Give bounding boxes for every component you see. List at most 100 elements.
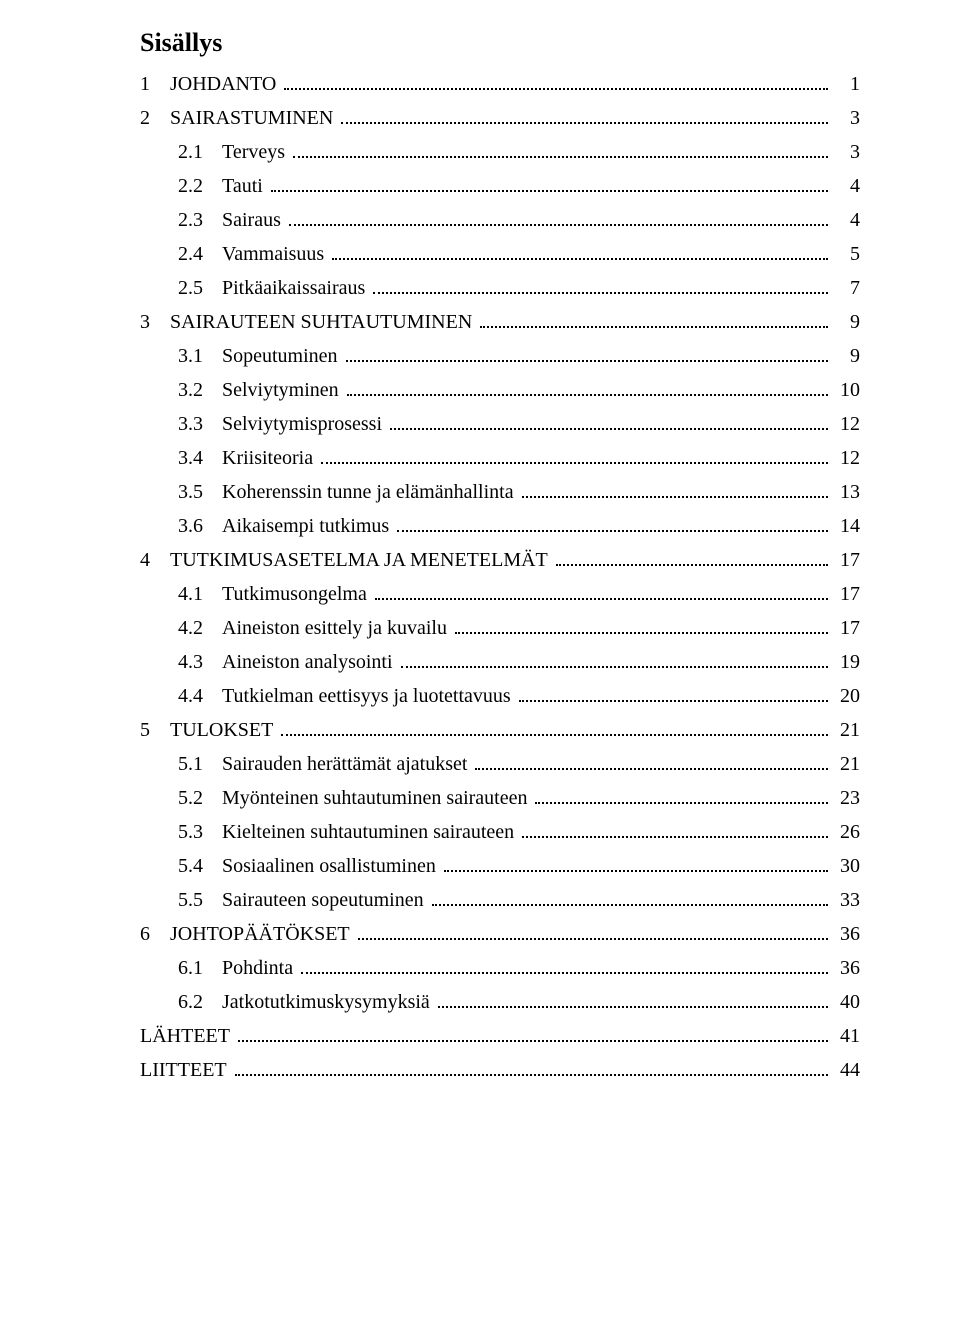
toc-entry-label: 2.3Sairaus xyxy=(178,210,285,230)
toc-entry-text: Sairauden herättämät ajatukset xyxy=(222,753,467,775)
toc-row: 4.2Aineiston esittely ja kuvailu17 xyxy=(178,618,860,638)
toc-leader xyxy=(301,961,828,974)
toc-entry-number: 4.4 xyxy=(178,686,222,706)
toc-entry-page: 19 xyxy=(832,652,860,672)
toc-entry-label: 3.4Kriisiteoria xyxy=(178,448,317,468)
toc-leader xyxy=(401,655,828,668)
toc-entry-number: 5.2 xyxy=(178,788,222,808)
toc-row: LÄHTEET41 xyxy=(140,1026,860,1046)
toc-entry-number: 3.5 xyxy=(178,482,222,502)
toc-entry-text: TUTKIMUSASETELMA JA MENETELMÄT xyxy=(170,549,548,571)
toc-entry-number: 3.4 xyxy=(178,448,222,468)
toc-entry-label: 4.4Tutkielman eettisyys ja luotettavuus xyxy=(178,686,515,706)
toc-entry-number: 3 xyxy=(140,312,170,332)
toc-entry-text: LÄHTEET xyxy=(140,1025,230,1047)
toc-entry-label: 3.5Koherenssin tunne ja elämänhallinta xyxy=(178,482,518,502)
toc-entry-number: 4.1 xyxy=(178,584,222,604)
toc-entry-text: JOHDANTO xyxy=(170,73,276,95)
toc-row: 5.5Sairauteen sopeutuminen33 xyxy=(178,890,860,910)
toc-entry-label: 3.1Sopeutuminen xyxy=(178,346,342,366)
toc-leader xyxy=(390,417,828,430)
toc-entry-page: 17 xyxy=(832,584,860,604)
toc-row: 4.4Tutkielman eettisyys ja luotettavuus 2… xyxy=(178,686,860,706)
toc-entry-page: 12 xyxy=(832,448,860,468)
toc-leader xyxy=(522,825,828,838)
toc-entry-page: 20 xyxy=(832,686,860,706)
toc-entry-label: 4.3Aineiston analysointi xyxy=(178,652,397,672)
toc-entry-text: Aineiston esittely ja kuvailu xyxy=(222,617,447,639)
toc-leader xyxy=(321,451,828,464)
toc-entry-number: 2.1 xyxy=(178,142,222,162)
toc-entry-label: 1JOHDANTO xyxy=(140,74,280,94)
toc-entry-label: 6.1Pohdinta xyxy=(178,958,297,978)
toc-entry-label: 3.6Aikaisempi tutkimus xyxy=(178,516,393,536)
toc-leader xyxy=(293,145,828,158)
toc-row: 5.4Sosiaalinen osallistuminen 30 xyxy=(178,856,860,876)
toc-row: 3.4Kriisiteoria 12 xyxy=(178,448,860,468)
toc-entry-page: 30 xyxy=(832,856,860,876)
toc-entry-text: Sairauteen sopeutuminen xyxy=(222,889,424,911)
toc-entry-page: 36 xyxy=(832,958,860,978)
toc-entry-text: LIITTEET xyxy=(140,1059,227,1081)
toc-entry-text: Pitkäaikaissairaus xyxy=(222,277,365,299)
toc-entry-number: 1 xyxy=(140,74,170,94)
toc-entry-page: 21 xyxy=(832,720,860,740)
toc-row: 3.3Selviytymisprosessi12 xyxy=(178,414,860,434)
toc-entry-label: 2SAIRASTUMINEN xyxy=(140,108,337,128)
toc-leader xyxy=(289,213,828,226)
toc-leader xyxy=(535,791,828,804)
toc-entry-text: Jatkotutkimuskysymyksiä xyxy=(222,991,430,1013)
toc-leader xyxy=(358,927,828,940)
toc-leader xyxy=(522,485,828,498)
toc-entry-page: 26 xyxy=(832,822,860,842)
toc-leader xyxy=(238,1029,828,1042)
toc-entry-number: 2.2 xyxy=(178,176,222,196)
toc-row: 2SAIRASTUMINEN 3 xyxy=(140,108,860,128)
toc-leader xyxy=(373,281,828,294)
toc-entry-page: 3 xyxy=(832,142,860,162)
toc-entry-page: 3 xyxy=(832,108,860,128)
toc-row: 2.2Tauti 4 xyxy=(178,176,860,196)
toc-leader xyxy=(281,723,828,736)
toc-entry-number: 3.2 xyxy=(178,380,222,400)
toc-row: 2.3Sairaus 4 xyxy=(178,210,860,230)
toc-entry-label: 5.4Sosiaalinen osallistuminen xyxy=(178,856,440,876)
toc-entry-text: JOHTOPÄÄTÖKSET xyxy=(170,923,350,945)
toc-row: 5.2Myönteinen suhtautuminen sairauteen23 xyxy=(178,788,860,808)
toc-row: 4.1Tutkimusongelma 17 xyxy=(178,584,860,604)
toc-entry-text: Sairaus xyxy=(222,209,281,231)
toc-entry-label: LÄHTEET xyxy=(140,1026,234,1046)
toc-entry-label: LIITTEET xyxy=(140,1060,231,1080)
toc-entry-text: Vammaisuus xyxy=(222,243,324,265)
toc-entry-label: 5.3Kielteinen suhtautuminen sairauteen xyxy=(178,822,518,842)
toc-entry-text: Tauti xyxy=(222,175,263,197)
toc-leader xyxy=(332,247,828,260)
toc-leader xyxy=(480,315,828,328)
toc-entry-number: 5.4 xyxy=(178,856,222,876)
toc-row: 6JOHTOPÄÄTÖKSET 36 xyxy=(140,924,860,944)
toc-entry-label: 4.2Aineiston esittely ja kuvailu xyxy=(178,618,451,638)
toc-entry-label: 2.5Pitkäaikaissairaus xyxy=(178,278,369,298)
toc-entry-page: 12 xyxy=(832,414,860,434)
toc-entry-number: 2 xyxy=(140,108,170,128)
toc-entry-page: 33 xyxy=(832,890,860,910)
toc-entry-page: 1 xyxy=(832,74,860,94)
toc-entry-page: 36 xyxy=(832,924,860,944)
toc-entry-number: 6 xyxy=(140,924,170,944)
toc-leader xyxy=(347,383,828,396)
toc-entry-text: SAIRAUTEEN SUHTAUTUMINEN xyxy=(170,311,472,333)
toc-entry-number: 5.1 xyxy=(178,754,222,774)
toc-entry-page: 4 xyxy=(832,176,860,196)
toc-entry-page: 17 xyxy=(832,550,860,570)
toc-entry-label: 6JOHTOPÄÄTÖKSET xyxy=(140,924,354,944)
toc-entry-page: 40 xyxy=(832,992,860,1012)
toc-entry-text: Selviytyminen xyxy=(222,379,339,401)
toc-entry-label: 4.1Tutkimusongelma xyxy=(178,584,371,604)
toc-entry-text: Aineiston analysointi xyxy=(222,651,393,673)
toc-leader xyxy=(475,757,828,770)
toc-row: 3.1Sopeutuminen9 xyxy=(178,346,860,366)
toc-leader xyxy=(397,519,828,532)
toc-row: LIITTEET44 xyxy=(140,1060,860,1080)
toc-entry-page: 4 xyxy=(832,210,860,230)
toc-entry-text: Myönteinen suhtautuminen sairauteen xyxy=(222,787,527,809)
